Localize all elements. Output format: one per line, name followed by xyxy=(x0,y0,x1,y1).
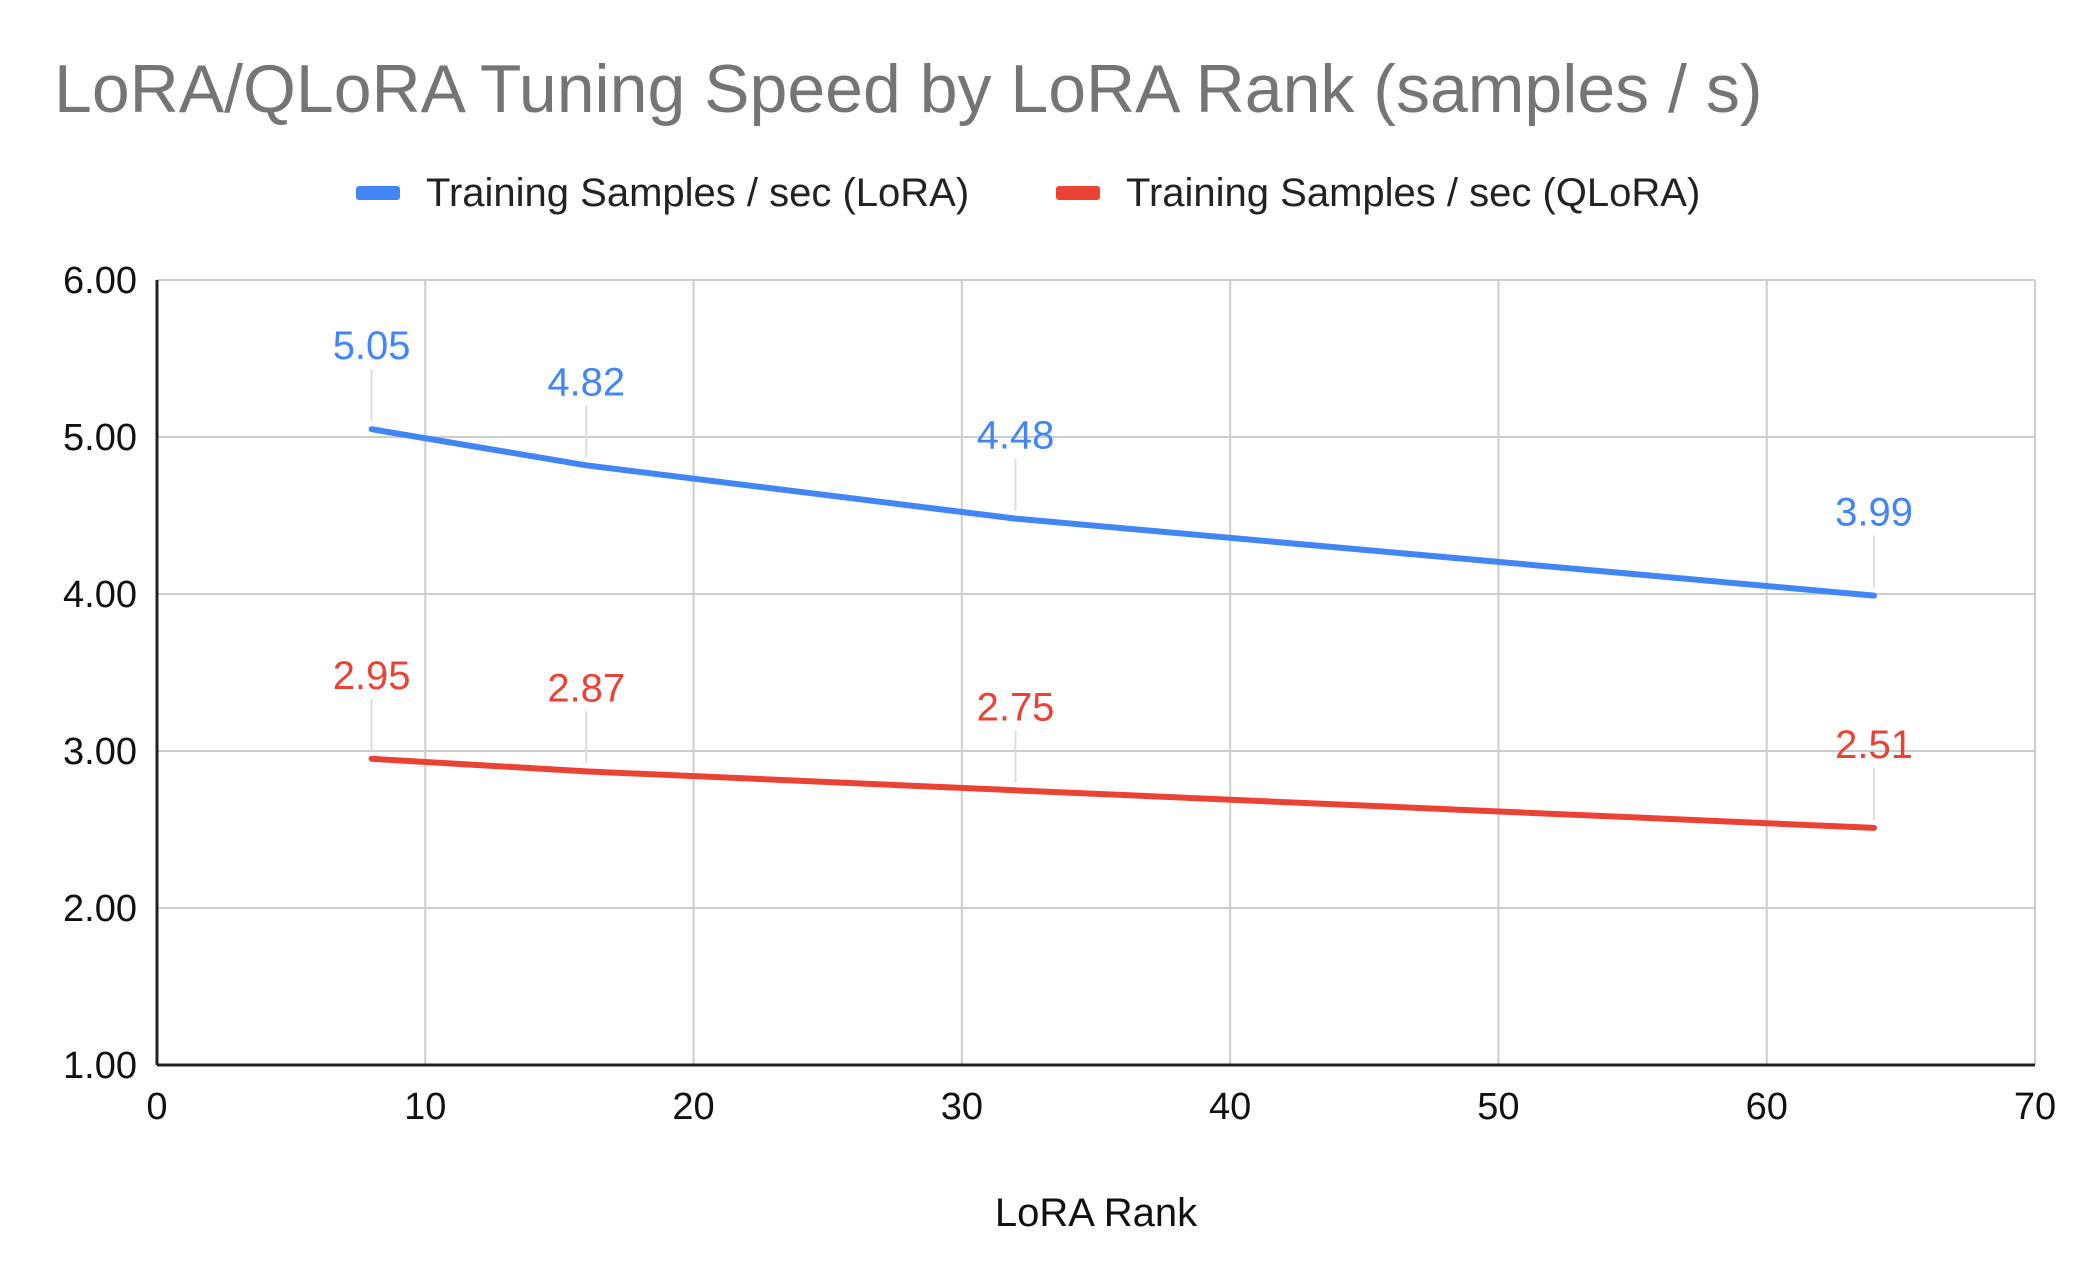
leader-lines xyxy=(370,369,1876,820)
legend-swatch-qlora xyxy=(1056,186,1100,200)
data-label-lora-32: 4.48 xyxy=(977,414,1055,458)
x-axis-ticks: 0 10 20 30 40 50 60 70 xyxy=(146,1086,2056,1128)
data-label-qlora-8: 2.95 xyxy=(333,654,411,698)
y-tick-label-3.00: 3.00 xyxy=(63,731,137,773)
chart-title: LoRA/QLoRA Tuning Speed by LoRA Rank (sa… xyxy=(54,51,1762,127)
x-tick-label-50: 50 xyxy=(1477,1086,1519,1128)
y-tick-label-4.00: 4.00 xyxy=(63,574,137,616)
series-line-qlora xyxy=(368,755,1877,831)
data-label-lora-16: 4.82 xyxy=(547,360,625,404)
legend-label-qlora: Training Samples / sec (QLoRA) xyxy=(1126,171,1700,215)
x-tick-label-60: 60 xyxy=(1746,1086,1788,1128)
x-tick-label-10: 10 xyxy=(404,1086,446,1128)
y-tick-label-2.00: 2.00 xyxy=(63,888,137,930)
data-label-qlora-64: 2.51 xyxy=(1835,723,1913,767)
x-tick-label-0: 0 xyxy=(146,1086,167,1128)
legend: Training Samples / sec (LoRA) Training S… xyxy=(356,171,1700,215)
series-lines xyxy=(368,426,1877,831)
x-tick-label-40: 40 xyxy=(1209,1086,1251,1128)
series-line-lora xyxy=(368,426,1877,599)
data-label-qlora-16: 2.87 xyxy=(547,666,625,710)
legend-label-lora: Training Samples / sec (LoRA) xyxy=(426,171,969,215)
x-axis-title: LoRA Rank xyxy=(995,1191,1198,1235)
data-label-qlora-32: 2.75 xyxy=(977,685,1055,729)
data-labels: 5.05 4.82 4.48 3.99 2.95 2.87 2.75 2.51 xyxy=(333,324,1913,767)
y-tick-label-1.00: 1.00 xyxy=(63,1045,137,1087)
data-label-lora-8: 5.05 xyxy=(333,324,411,368)
axes xyxy=(155,280,2035,1067)
x-tick-label-30: 30 xyxy=(941,1086,983,1128)
x-tick-label-20: 20 xyxy=(672,1086,714,1128)
y-tick-label-5.00: 5.00 xyxy=(63,417,137,459)
y-tick-label-6.00: 6.00 xyxy=(63,260,137,302)
legend-swatch-lora xyxy=(356,186,400,200)
y-axis-ticks: 1.00 2.00 3.00 4.00 5.00 6.00 xyxy=(63,260,137,1087)
grid xyxy=(157,279,2036,1065)
x-tick-label-70: 70 xyxy=(2014,1086,2056,1128)
data-label-lora-64: 3.99 xyxy=(1835,491,1913,535)
